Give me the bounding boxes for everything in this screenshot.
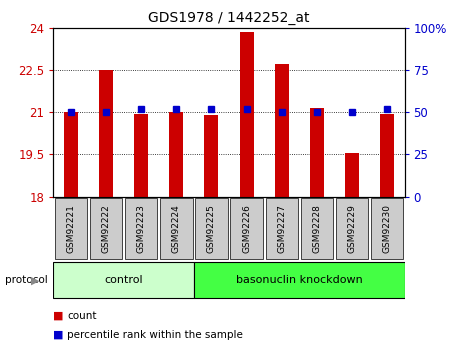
Bar — [266, 198, 298, 259]
Bar — [239, 32, 253, 197]
Text: GSM92227: GSM92227 — [277, 204, 286, 253]
Bar — [55, 198, 87, 259]
Title: GDS1978 / 1442252_at: GDS1978 / 1442252_at — [148, 11, 310, 25]
Bar — [345, 153, 359, 197]
Text: percentile rank within the sample: percentile rank within the sample — [67, 330, 243, 339]
Bar — [371, 198, 403, 259]
Text: GSM92230: GSM92230 — [383, 204, 392, 253]
Bar — [275, 64, 289, 197]
Bar — [134, 114, 148, 197]
Text: GSM92221: GSM92221 — [66, 204, 75, 253]
Text: protocol: protocol — [5, 275, 47, 285]
Bar — [231, 198, 263, 259]
Bar — [205, 115, 219, 197]
Bar — [301, 198, 333, 259]
Text: GSM92225: GSM92225 — [207, 204, 216, 253]
Text: control: control — [104, 275, 143, 285]
Bar — [195, 198, 227, 259]
Bar — [90, 198, 122, 259]
Text: ▶: ▶ — [31, 275, 39, 285]
Bar — [125, 198, 157, 259]
Text: GSM92224: GSM92224 — [172, 204, 181, 253]
Text: basonuclin knockdown: basonuclin knockdown — [236, 275, 363, 285]
Bar — [160, 198, 193, 259]
Text: GSM92222: GSM92222 — [102, 204, 111, 253]
Text: ■: ■ — [53, 311, 64, 321]
Text: ■: ■ — [53, 330, 64, 339]
Text: GSM92226: GSM92226 — [242, 204, 251, 253]
Bar — [53, 263, 194, 298]
Bar — [99, 70, 113, 197]
Text: GSM92228: GSM92228 — [312, 204, 321, 253]
Bar — [169, 112, 183, 197]
Bar — [64, 112, 78, 197]
Bar — [336, 198, 368, 259]
Text: GSM92223: GSM92223 — [137, 204, 146, 253]
Bar — [194, 263, 405, 298]
Text: count: count — [67, 311, 97, 321]
Bar — [310, 108, 324, 197]
Text: GSM92229: GSM92229 — [347, 204, 356, 253]
Bar — [380, 114, 394, 197]
